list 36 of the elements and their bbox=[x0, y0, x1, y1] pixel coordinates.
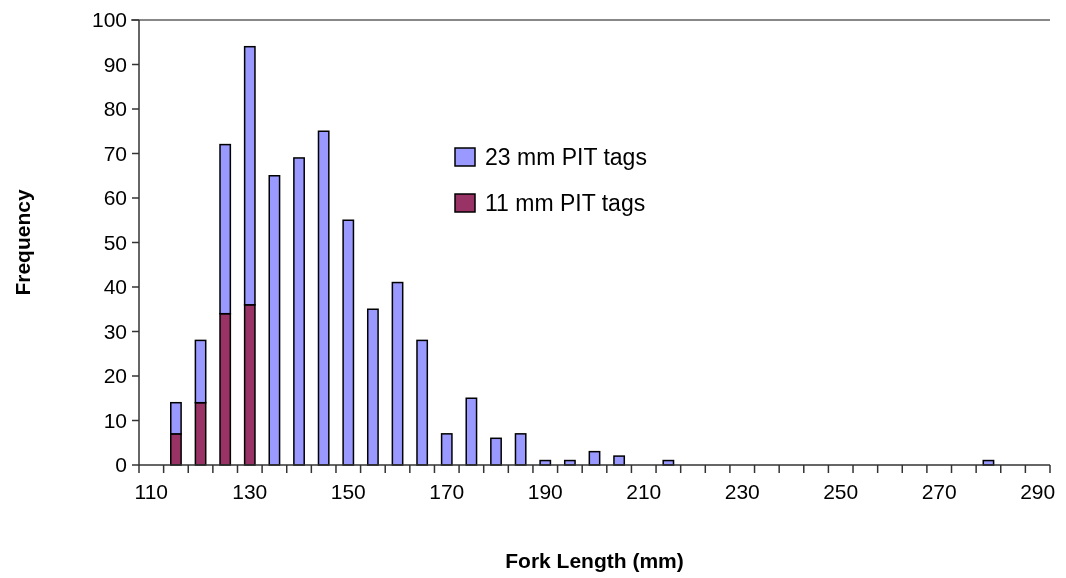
y-tick-label: 0 bbox=[115, 453, 127, 477]
x-tick-label: 170 bbox=[429, 480, 465, 503]
y-tick-label: 100 bbox=[91, 8, 127, 32]
bar bbox=[342, 219, 355, 466]
x-tick-label: 190 bbox=[527, 480, 563, 503]
x-tick-label: 250 bbox=[823, 480, 859, 503]
x-tick-label: 210 bbox=[626, 480, 662, 503]
bar bbox=[268, 175, 281, 466]
bar bbox=[465, 397, 478, 466]
y-tick-label: 50 bbox=[103, 230, 127, 254]
bar bbox=[391, 281, 404, 466]
x-tick-label: 230 bbox=[724, 480, 760, 503]
y-tick-label: 80 bbox=[103, 97, 127, 121]
y-tick-label: 70 bbox=[103, 141, 127, 165]
x-tick-label: 130 bbox=[232, 480, 268, 503]
bar bbox=[366, 308, 379, 466]
bar bbox=[440, 433, 453, 466]
y-tick-label: 40 bbox=[103, 275, 127, 299]
x-tick-label: 270 bbox=[921, 480, 957, 503]
bar bbox=[514, 433, 527, 466]
x-tick-label: 150 bbox=[330, 480, 366, 503]
bar bbox=[293, 157, 305, 466]
y-tick-label: 10 bbox=[103, 408, 127, 432]
y-axis-title: Frequency bbox=[11, 189, 34, 296]
y-tick-label: 30 bbox=[103, 319, 127, 343]
x-tick-label: 290 bbox=[1020, 480, 1056, 503]
legend-label: 11 mm PIT tags bbox=[485, 190, 646, 217]
bar bbox=[416, 339, 429, 466]
legend-label: 23 mm PIT tags bbox=[485, 144, 647, 171]
y-tick-label: 60 bbox=[103, 186, 127, 210]
y-tick-label: 90 bbox=[103, 52, 127, 76]
bar bbox=[317, 130, 330, 466]
bar bbox=[490, 437, 502, 466]
y-tick-label: 20 bbox=[103, 364, 127, 388]
x-axis-title: Fork Length (mm) bbox=[505, 549, 684, 572]
x-tick-label: 110 bbox=[134, 480, 169, 503]
